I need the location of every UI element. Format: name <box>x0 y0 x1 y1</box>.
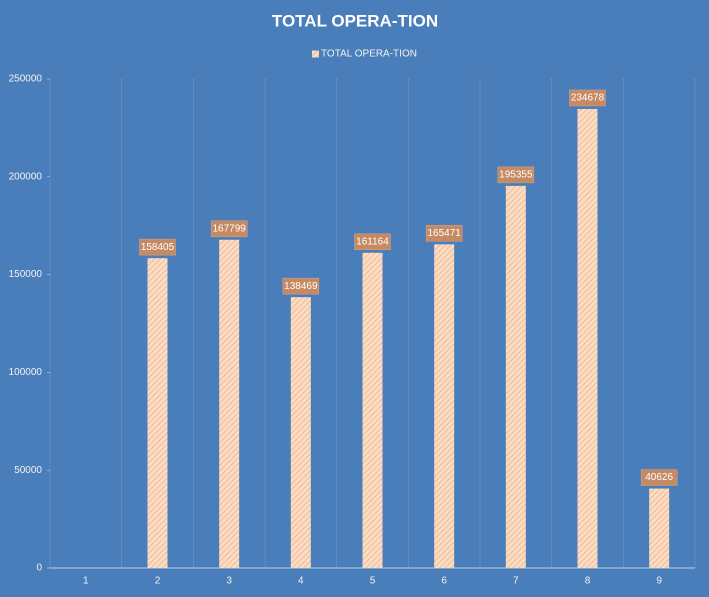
x-tick-label: 5 <box>370 576 376 587</box>
x-tick-label: 6 <box>441 576 447 587</box>
bar <box>649 488 670 568</box>
x-tick-label: 4 <box>298 576 304 587</box>
x-tick-label: 9 <box>656 576 662 587</box>
value-label-box <box>282 277 320 295</box>
value-label-box <box>210 220 248 238</box>
value-label-box <box>569 89 606 107</box>
value-label: 195355 <box>499 170 533 181</box>
x-tick-label: 7 <box>513 576 519 587</box>
value-label: 158405 <box>141 242 175 253</box>
y-tick-label: 50000 <box>14 465 42 476</box>
x-tick-label: 8 <box>585 576 591 587</box>
value-label: 167799 <box>212 223 246 234</box>
legend-swatch <box>312 50 319 58</box>
value-label: 165471 <box>427 228 461 239</box>
y-tick-label: 100000 <box>9 367 43 378</box>
value-label: 40626 <box>645 472 673 483</box>
bar <box>290 297 311 568</box>
y-tick-label: 250000 <box>9 74 43 85</box>
legend-label: TOTAL OPERA-TION <box>321 49 417 60</box>
x-tick-label: 2 <box>155 576 161 587</box>
bar <box>505 185 526 568</box>
y-tick-label: 150000 <box>9 269 43 280</box>
x-tick-label: 3 <box>226 576 232 587</box>
value-label: 138469 <box>284 281 318 292</box>
bar <box>147 258 168 568</box>
y-tick-label: 200000 <box>9 171 43 182</box>
chart-title: TOTAL OPERA-TION <box>272 11 438 30</box>
bar <box>219 239 240 568</box>
value-label-box <box>497 166 535 184</box>
value-label-box <box>425 225 463 242</box>
bar <box>577 108 598 568</box>
bar <box>362 252 383 568</box>
value-label: 234678 <box>571 93 605 104</box>
x-tick-label: 1 <box>83 576 89 587</box>
value-label-box <box>640 469 678 486</box>
value-label-box <box>139 238 176 256</box>
y-tick-label: 0 <box>36 563 42 574</box>
value-label-box <box>354 233 391 251</box>
bar <box>434 244 455 568</box>
value-label: 161164 <box>356 236 389 247</box>
